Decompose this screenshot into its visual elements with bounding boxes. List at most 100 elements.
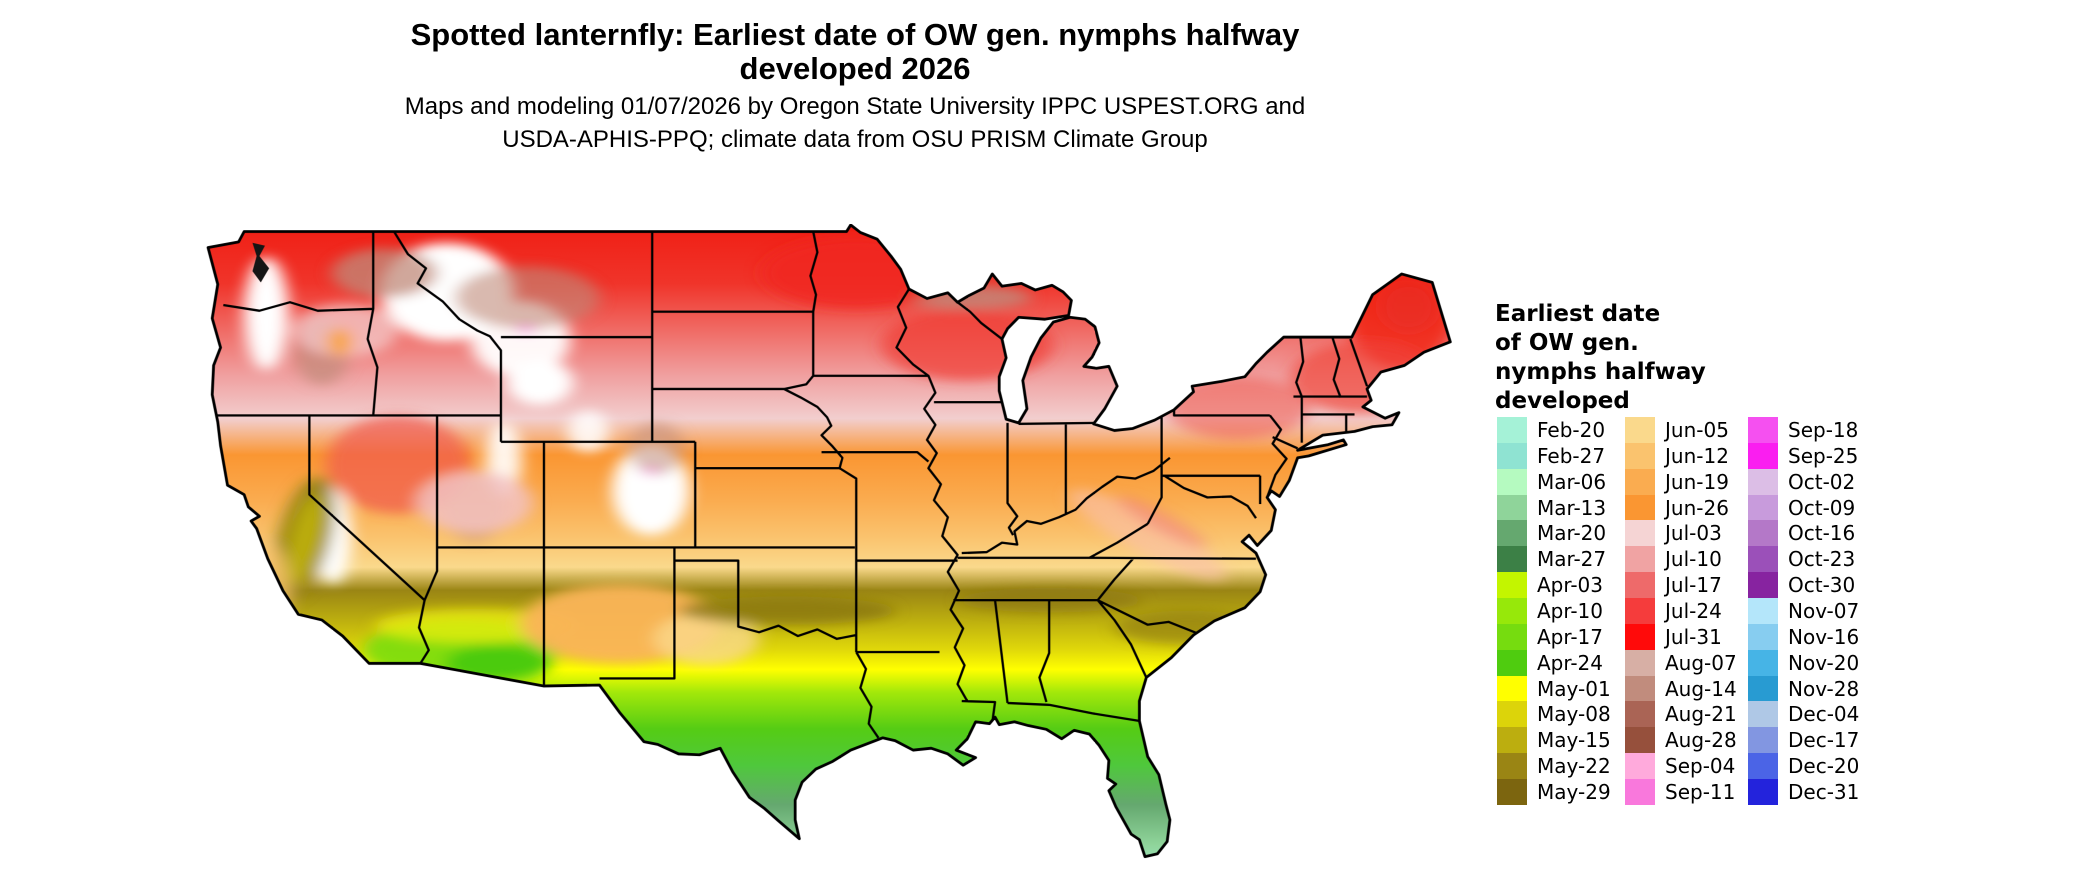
legend-swatch [1625,417,1655,443]
legend-swatch [1497,494,1527,521]
legend-label: Apr-10 [1537,598,1603,623]
legend-swatch [1748,417,1778,443]
legend-label: Jun-26 [1665,495,1729,520]
legend-row: Nov-07 [1748,598,1859,624]
legend-swatch [1748,598,1778,624]
legend-label: Jul-24 [1665,598,1722,623]
legend-row: May-01 [1497,675,1611,702]
legend-swatch [1497,417,1527,443]
legend-label: Dec-17 [1788,728,1860,753]
legend-swatch [1625,572,1655,599]
legend-label: Aug-28 [1665,728,1737,753]
legend-swatch [1748,520,1778,547]
map-container [190,224,1460,884]
legend-label: Nov-20 [1788,650,1860,675]
legend-label: Dec-20 [1788,754,1860,779]
legend-swatch [1497,520,1527,547]
legend-title: Earliest date of OW gen. nymphs halfway … [1495,300,1915,416]
legend-label: Oct-23 [1788,547,1856,572]
legend-label: Jul-31 [1665,624,1722,649]
legend-swatch [1625,598,1655,624]
legend-label: Jul-17 [1665,573,1722,598]
map-outline [208,225,1450,857]
legend-swatch [1748,468,1778,495]
legend-row: Nov-16 [1748,623,1860,650]
legend-swatch [1748,727,1778,754]
legend-swatch [1497,753,1527,780]
legend-label: Oct-09 [1788,495,1856,520]
legend-swatch [1625,520,1655,547]
legend-row: Jun-12 [1625,442,1737,469]
legend-title-line: of OW gen. [1495,330,1639,356]
legend-label: Apr-24 [1537,650,1603,675]
legend-label: Feb-27 [1537,443,1606,468]
legend-row: Jul-03 [1625,520,1737,547]
map-state-borders [215,232,1367,738]
legend-label: Nov-16 [1788,624,1860,649]
legend-swatch [1748,623,1778,650]
legend-label: Oct-30 [1788,573,1856,598]
legend-row: May-29 [1497,779,1611,805]
legend-swatch [1497,442,1527,469]
us-map [190,224,1460,884]
legend-row: Mar-06 [1497,468,1611,495]
legend-title-line: developed [1495,388,1630,414]
legend-swatch [1625,494,1655,521]
legend-swatch [1497,675,1527,702]
legend-row: Jun-05 [1625,417,1737,443]
legend-row: Aug-14 [1625,675,1737,702]
legend-label: Jul-10 [1665,547,1722,572]
legend-swatch [1625,701,1655,728]
legend-swatch [1748,649,1778,676]
legend-swatch [1497,572,1527,599]
legend-label: Mar-06 [1537,469,1607,494]
legend-row: Jul-24 [1625,598,1737,624]
legend-row: Sep-04 [1625,753,1737,780]
legend-swatch [1625,779,1655,805]
legend-row: Apr-24 [1497,649,1611,676]
legend-title-line: nymphs halfway [1495,359,1706,385]
legend-label: Jun-12 [1665,443,1729,468]
legend-row: Sep-11 [1625,779,1737,805]
title-line-1: Spotted lanternfly: Earliest date of OW … [410,17,1300,52]
legend-row: Jun-19 [1625,468,1737,495]
legend-swatch [1497,623,1527,650]
legend-label: May-15 [1537,728,1611,753]
legend-swatch [1748,572,1778,599]
legend-row: May-15 [1497,727,1611,754]
legend-row: Nov-28 [1748,675,1860,702]
legend-label: Sep-04 [1665,754,1736,779]
legend-row: Mar-13 [1497,494,1611,521]
legend-swatch [1497,649,1527,676]
legend-label: Aug-21 [1665,702,1737,727]
legend-row: Apr-03 [1497,572,1611,599]
legend-label: Nov-07 [1788,598,1860,623]
legend-swatch [1497,598,1527,624]
legend-label: Nov-28 [1788,676,1860,701]
legend-label: Mar-13 [1537,495,1607,520]
legend-swatch [1748,701,1778,728]
legend-label: May-22 [1537,754,1611,779]
legend-row: Jul-31 [1625,623,1737,650]
legend-column: Jun-05 Jun-12 Jun-19 Jun-26 Jul-03 Jul-10 Jul-… [1625,417,1737,805]
subtitle-line-2: USDA-APHIS-PPQ; climate data from OSU PR… [502,126,1208,153]
legend-label: Sep-11 [1665,779,1736,804]
legend-row: Sep-25 [1748,442,1859,469]
legend-swatch [1625,727,1655,754]
legend-label: Oct-02 [1788,469,1856,494]
legend-label: May-08 [1537,702,1611,727]
legend-row: Mar-20 [1497,520,1611,547]
legend-swatch [1748,675,1778,702]
legend-swatch [1625,675,1655,702]
legend-label: May-01 [1537,676,1611,701]
legend-label: Mar-27 [1537,547,1607,572]
subtitle-line-1: Maps and modeling 01/07/2026 by Oregon S… [404,93,1306,120]
legend-row: Jun-26 [1625,494,1737,521]
legend-label: Apr-17 [1537,624,1603,649]
legend-swatch [1497,701,1527,728]
legend-label: May-29 [1537,779,1611,804]
legend-column: Feb-20 Feb-27 Mar-06 Mar-13 Mar-20 Mar-27 Apr-… [1497,417,1611,805]
legend-row: Feb-27 [1497,442,1611,469]
legend-row: Apr-10 [1497,598,1611,624]
legend-swatch [1748,753,1778,780]
